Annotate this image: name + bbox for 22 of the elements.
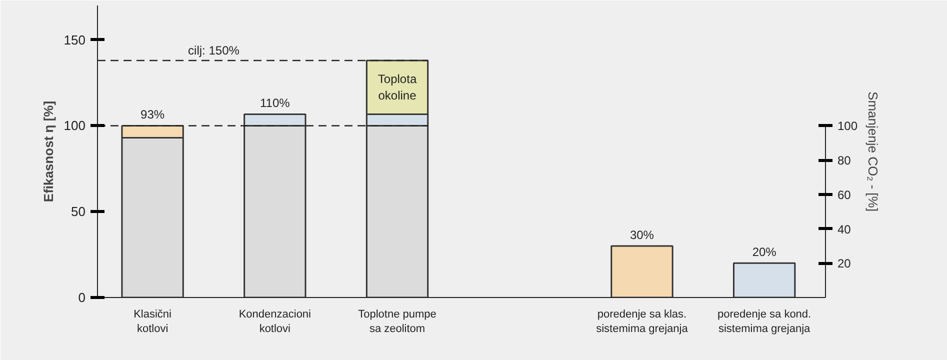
x-tick-label: Klasični kotlovi (134, 308, 172, 335)
x-tick-label: Toplotne pumpe sa zeolitom (358, 308, 436, 335)
y2-tick-label: 100 (838, 119, 858, 134)
y2-tick-label: 80 (838, 154, 852, 168)
x-tick-label: poredenje sa klas. sistemima grejanja (596, 308, 689, 335)
series-label: Toplota okoline (378, 72, 417, 103)
y-tick-label: 100 (64, 118, 86, 134)
data-label: 20% (752, 245, 777, 260)
annotation: cilj: 150% (188, 43, 240, 58)
annotation: 110% (260, 96, 290, 110)
annotation: 93% (140, 108, 165, 122)
data-label: 30% (630, 228, 654, 242)
y-tick-label: 0 (78, 290, 86, 305)
y-tick-label: 50 (71, 204, 86, 220)
x-tick-label: Kondenzacioni kotlovi (238, 308, 311, 335)
x-tick-label: poredenje sa kond. sistemima grejanja (718, 308, 812, 335)
y2-tick-label: 60 (838, 188, 852, 202)
y2-axis-title: Smanjenje CO₂ - [%] (866, 92, 881, 212)
y-axis-title: Efikasnost η [%] (40, 100, 56, 202)
y2-tick-label: 20 (838, 256, 852, 271)
y-tick-label: 150 (64, 32, 86, 48)
y2-tick-label: 40 (838, 222, 852, 236)
